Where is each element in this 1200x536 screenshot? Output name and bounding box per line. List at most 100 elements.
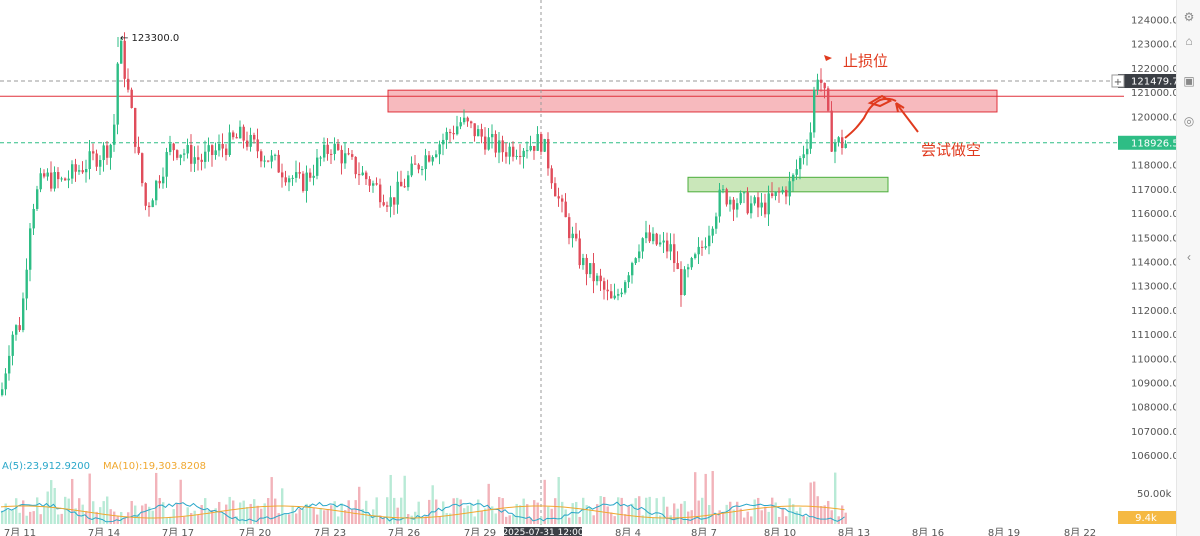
candle-body <box>109 144 112 158</box>
candle-body <box>540 134 543 152</box>
price-tick-label: 122000.0 <box>1131 64 1179 75</box>
candle-body <box>15 325 18 335</box>
candle-body <box>764 202 767 215</box>
candle-body <box>169 143 172 152</box>
candle-body <box>18 325 21 331</box>
candle-body <box>435 154 438 157</box>
candle-body <box>29 228 32 270</box>
candle-body <box>711 228 714 236</box>
volume-bar <box>179 479 182 524</box>
candle-body <box>673 244 676 264</box>
candle-body <box>277 154 280 173</box>
volume-bar <box>172 509 175 524</box>
volume-bar <box>746 511 749 524</box>
volume-bar <box>165 517 168 524</box>
volume-bar <box>687 511 690 524</box>
volume-bar <box>284 514 287 524</box>
volume-bar <box>232 500 235 524</box>
volume-bar <box>568 517 571 524</box>
date-tick-label: 8月 7 <box>691 527 717 536</box>
candle-body <box>239 126 242 139</box>
candle-body <box>221 144 224 149</box>
candle-body <box>729 199 732 205</box>
candle-body <box>326 144 329 154</box>
volume-bar <box>701 497 704 524</box>
candle-body <box>249 134 252 147</box>
candle-body <box>424 155 427 170</box>
candle-body <box>162 176 165 184</box>
candle-body <box>645 232 648 239</box>
candle-body <box>1 389 4 396</box>
candle-body <box>228 132 231 155</box>
volume-bar <box>589 507 592 524</box>
settings-icon[interactable]: ⚙ <box>1183 10 1195 24</box>
current-price-label: 118926.5 <box>1131 138 1179 149</box>
volume-bar <box>799 507 802 524</box>
volume-bar <box>522 498 525 524</box>
candle-body <box>207 145 210 152</box>
candle-body <box>704 246 707 248</box>
volume-bar <box>225 504 228 524</box>
volume-bar <box>137 514 140 524</box>
layout-icon[interactable]: ▣ <box>1183 74 1195 88</box>
volume-bar <box>561 501 564 524</box>
candle-body <box>137 146 140 154</box>
support-zone <box>687 176 889 193</box>
volume-bar <box>393 497 396 524</box>
candle-body <box>333 143 336 155</box>
volume-bar <box>368 514 371 524</box>
candle-body <box>638 251 641 259</box>
volume-bar <box>676 508 679 524</box>
volume-last-label: 9.4k <box>1135 513 1157 524</box>
volume-bar <box>337 516 340 524</box>
candle-body <box>106 145 109 158</box>
candle-body <box>680 269 683 296</box>
volume-bar <box>767 511 770 524</box>
price-tick-label: 117000.0 <box>1131 185 1179 196</box>
volume-bar <box>792 504 795 524</box>
side-toolbar: ⚙ ⌂ ▣ ◎ ‹ <box>1176 0 1200 536</box>
candle-body <box>127 78 130 90</box>
volume-bar <box>571 503 574 524</box>
candle-body <box>281 172 284 178</box>
volume-bar <box>29 511 32 524</box>
eye-icon[interactable]: ◎ <box>1183 114 1195 128</box>
candle-body <box>470 121 473 124</box>
candle-body <box>337 143 340 150</box>
volume-bar <box>764 506 767 524</box>
candle-body <box>753 197 756 204</box>
volume-bar <box>106 496 109 524</box>
volume-bar <box>631 503 634 524</box>
volume-bar <box>60 513 63 524</box>
candle-body <box>274 154 277 156</box>
volume-bar <box>249 503 252 524</box>
candle-body <box>550 168 553 184</box>
candle-body <box>816 79 819 90</box>
volume-bar <box>344 510 347 524</box>
volume-bar <box>666 506 669 524</box>
candle-body <box>795 169 798 175</box>
volume-bar <box>127 512 130 524</box>
candle-body <box>256 139 259 152</box>
volume-bar <box>718 510 721 524</box>
volume-bar <box>403 475 406 524</box>
candle-body <box>291 177 294 179</box>
volume-bar <box>211 510 214 524</box>
volume-bar <box>270 477 273 524</box>
volume-bar <box>410 515 413 524</box>
volume-bar <box>134 505 137 524</box>
volume-bar <box>578 516 581 524</box>
volume-bar <box>109 509 112 524</box>
candle-body <box>662 240 665 243</box>
volume-bar <box>778 516 781 524</box>
collapse-icon[interactable]: ‹ <box>1187 250 1191 264</box>
volume-bar <box>715 513 718 524</box>
lock-icon[interactable]: ⌂ <box>1185 34 1193 48</box>
volume-bar <box>753 499 756 524</box>
candle-body <box>330 153 333 155</box>
volume-bar <box>564 509 567 524</box>
volume-bar <box>113 511 116 524</box>
price-tick-label: 118000.0 <box>1131 161 1179 172</box>
